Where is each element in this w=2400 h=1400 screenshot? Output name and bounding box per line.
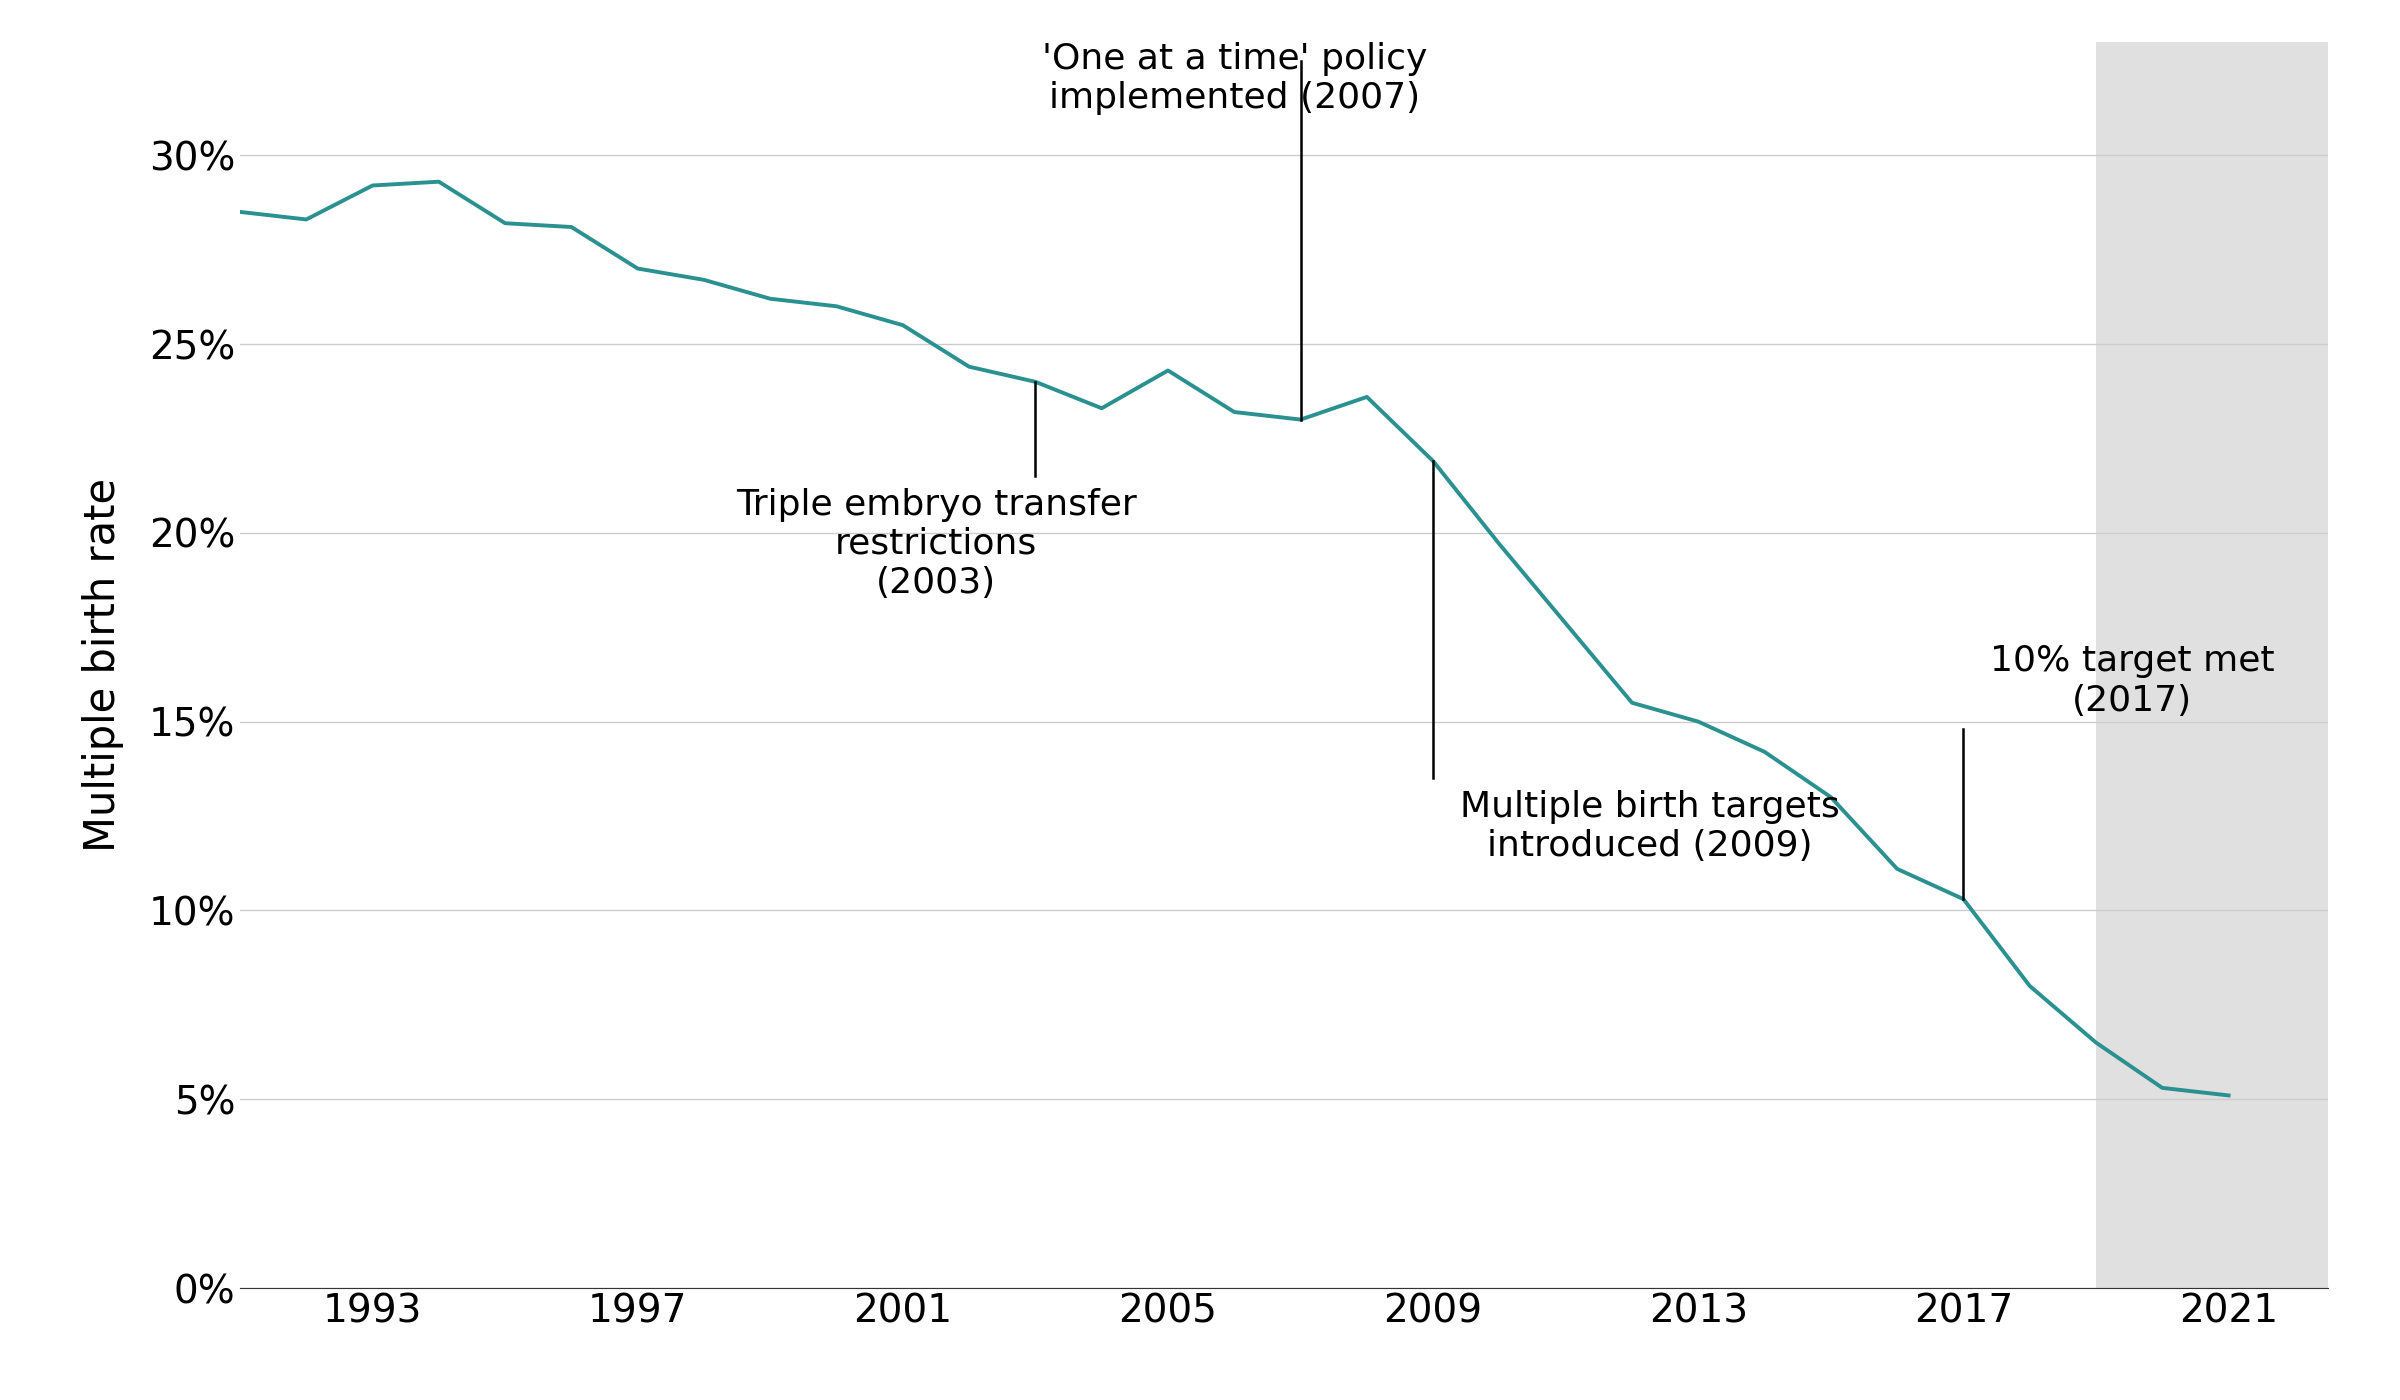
Bar xyxy=(2095,42,2328,1288)
Y-axis label: Multiple birth rate: Multiple birth rate xyxy=(82,477,125,853)
Text: Multiple birth targets
introduced (2009): Multiple birth targets introduced (2009) xyxy=(1459,790,1838,862)
Text: 'One at a time' policy
implemented (2007): 'One at a time' policy implemented (2007… xyxy=(1042,42,1428,115)
Text: 10% target met
(2017): 10% target met (2017) xyxy=(1990,644,2275,718)
Text: Triple embryo transfer
restrictions
(2003): Triple embryo transfer restrictions (200… xyxy=(737,487,1135,601)
